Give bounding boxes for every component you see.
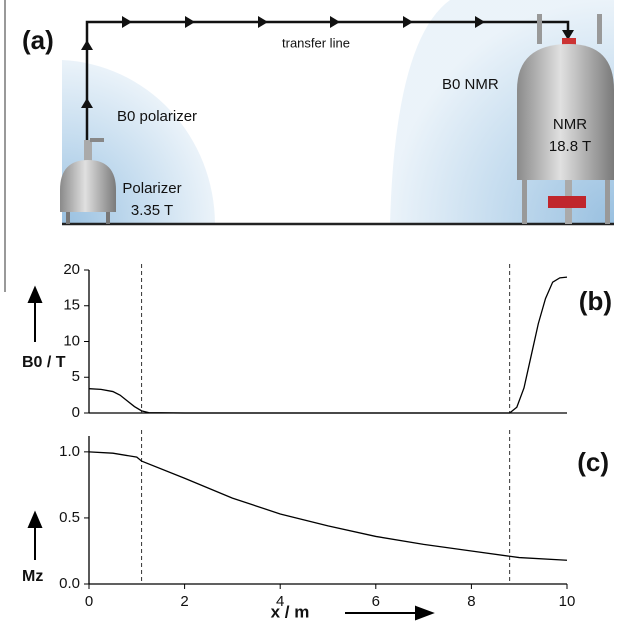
arrow [403,16,413,28]
transfer-line-label: transfer line [282,35,350,50]
panel-a: (a) transfer line B0 polarizer B0 NMR Po… [4,0,614,292]
tank-body [517,44,614,180]
x-tick-label: 8 [467,593,475,610]
tank-leg [522,180,527,224]
y-tick-label: 0.0 [59,575,80,592]
magnet-coil [548,196,586,208]
arrow [81,40,93,50]
arrow [122,16,132,28]
x-tick-label: 2 [180,593,188,610]
tank-tube [597,14,602,44]
field-label: B0 polarizer [117,108,197,125]
x-tick-label: 6 [372,593,380,610]
y-tick-label: 0 [72,404,80,421]
tank-valve [90,138,104,142]
x-tick-label: 10 [559,593,576,610]
x-axis-label: x / m [271,602,310,621]
x-tick-label: 4 [276,593,284,610]
arrow [258,16,268,28]
device-field: 3.35 T [131,202,173,219]
panel-label: (c) [577,447,609,477]
flow-arrows [81,16,574,108]
probe-top [562,38,576,46]
tank-leg [605,180,610,224]
tank-leg [66,212,70,224]
field-label: B0 NMR [442,76,499,93]
data-line [88,276,568,414]
panel-label: (a) [22,25,54,55]
polarizer-tank [60,138,116,224]
y-axis-label: Mz [22,568,43,585]
arrows [27,285,435,621]
tank-tube [537,14,542,44]
arrow [562,30,574,40]
arrow [185,16,195,28]
device-field: 18.8 T [549,138,591,155]
y-tick-label: 15 [63,297,80,314]
y-tick-label: 10 [63,332,80,349]
tank-leg [106,212,110,224]
arrow-head [27,510,43,528]
arrow [81,98,93,108]
y-tick-label: 5 [72,368,80,385]
tank-neck [84,140,92,162]
y-axis-label: B0 / T [22,354,66,371]
arrow [330,16,340,28]
device-name: NMR [553,116,587,133]
arrow [475,16,485,28]
arrow-head [415,605,435,621]
arrow-head [27,285,43,303]
y-tick-label: 1.0 [59,443,80,460]
y-tick-label: 0.5 [59,509,80,526]
tank-body [60,160,116,212]
nmr-tank [517,14,614,224]
x-tick-label: 0 [85,593,93,610]
device-name: Polarizer [122,180,181,197]
y-tick-label: 20 [63,261,80,278]
data-line [88,451,568,561]
panel-label: (b) [579,286,612,316]
